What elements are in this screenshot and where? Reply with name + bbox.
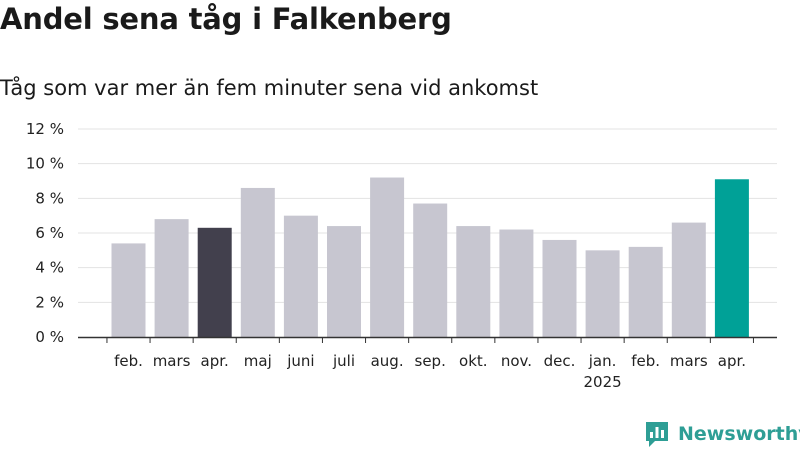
brand-name: Newsworthy bbox=[678, 422, 800, 445]
bar bbox=[197, 227, 232, 337]
x-tick-label: juni bbox=[286, 352, 314, 370]
x-tick-label: apr. bbox=[201, 352, 229, 370]
x-tick-label: feb. bbox=[114, 352, 143, 370]
bar bbox=[456, 226, 491, 337]
bar bbox=[111, 243, 146, 337]
bar bbox=[370, 177, 405, 337]
x-tick-label: nov. bbox=[501, 352, 532, 370]
bar bbox=[499, 229, 534, 337]
bar-chart-logo-icon bbox=[646, 422, 668, 447]
x-tick-label: okt. bbox=[459, 352, 488, 370]
bar bbox=[671, 222, 706, 337]
bar bbox=[283, 215, 318, 337]
x-tick-label: feb. bbox=[631, 352, 660, 370]
chart-subtitle: Tåg som var mer än fem minuter sena vid … bbox=[0, 76, 539, 100]
bar bbox=[628, 246, 663, 337]
brand-logo: Newsworthy bbox=[644, 420, 800, 448]
y-tick-label: 8 % bbox=[35, 189, 64, 207]
bar bbox=[240, 187, 275, 337]
x-year-label: 2025 bbox=[584, 373, 622, 391]
x-tick-label: jan. bbox=[588, 352, 617, 370]
y-tick-label: 6 % bbox=[35, 224, 64, 242]
y-tick-label: 12 % bbox=[26, 120, 64, 138]
y-tick-label: 0 % bbox=[35, 328, 64, 346]
x-tick-label: mars bbox=[153, 352, 191, 370]
x-tick-label: juli bbox=[332, 352, 355, 370]
y-tick-label: 4 % bbox=[35, 259, 64, 277]
bar bbox=[413, 203, 448, 337]
bar bbox=[154, 219, 189, 337]
x-tick-label: aug. bbox=[371, 352, 404, 370]
y-tick-label: 2 % bbox=[35, 293, 64, 311]
y-tick-label: 10 % bbox=[26, 155, 64, 173]
chart-title: Andel sena tåg i Falkenberg bbox=[0, 2, 452, 36]
x-tick-label: sep. bbox=[415, 352, 446, 370]
x-tick-label: mars bbox=[670, 352, 708, 370]
x-tick-label: maj bbox=[244, 352, 272, 370]
x-tick-label: apr. bbox=[718, 352, 746, 370]
bar bbox=[585, 250, 620, 337]
bar bbox=[327, 226, 361, 337]
x-tick-label: dec. bbox=[544, 352, 576, 370]
bar bbox=[714, 179, 749, 337]
bar bbox=[542, 239, 577, 337]
